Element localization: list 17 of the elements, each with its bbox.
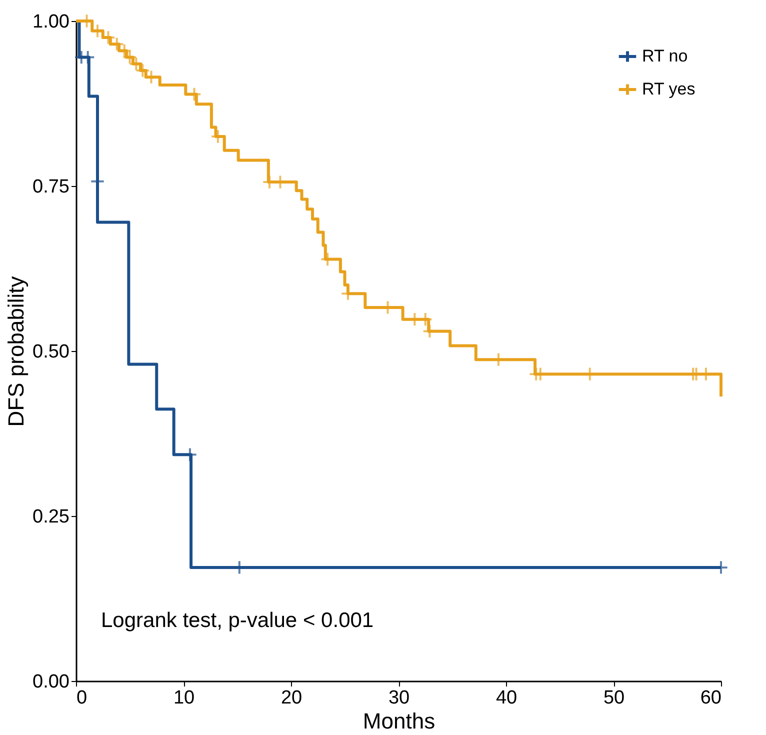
legend-label: RT yes [642, 80, 696, 98]
x-tick-label: 10 [173, 688, 195, 708]
y-tick-label: 0.25 [32, 506, 70, 528]
annotation: Logrank test, p-value < 0.001 [101, 609, 374, 632]
y-tick-label: 0.00 [32, 672, 70, 692]
y-tick-label: 0.75 [32, 176, 70, 198]
legend-label: RT no [642, 46, 688, 66]
x-tick-label: 0 [76, 688, 88, 708]
y-tick-label: 1.00 [32, 12, 70, 32]
y-axis-title: DFS probability [4, 276, 29, 427]
y-tick-label: 0.50 [32, 342, 70, 362]
x-tick-label: 20 [280, 688, 302, 708]
x-tick-label: 60 [700, 688, 722, 708]
x-axis-title: Months [362, 708, 436, 734]
x-tick-label: 30 [388, 688, 410, 708]
x-tick-label: 50 [603, 688, 625, 708]
x-tick-label: 40 [496, 688, 518, 708]
